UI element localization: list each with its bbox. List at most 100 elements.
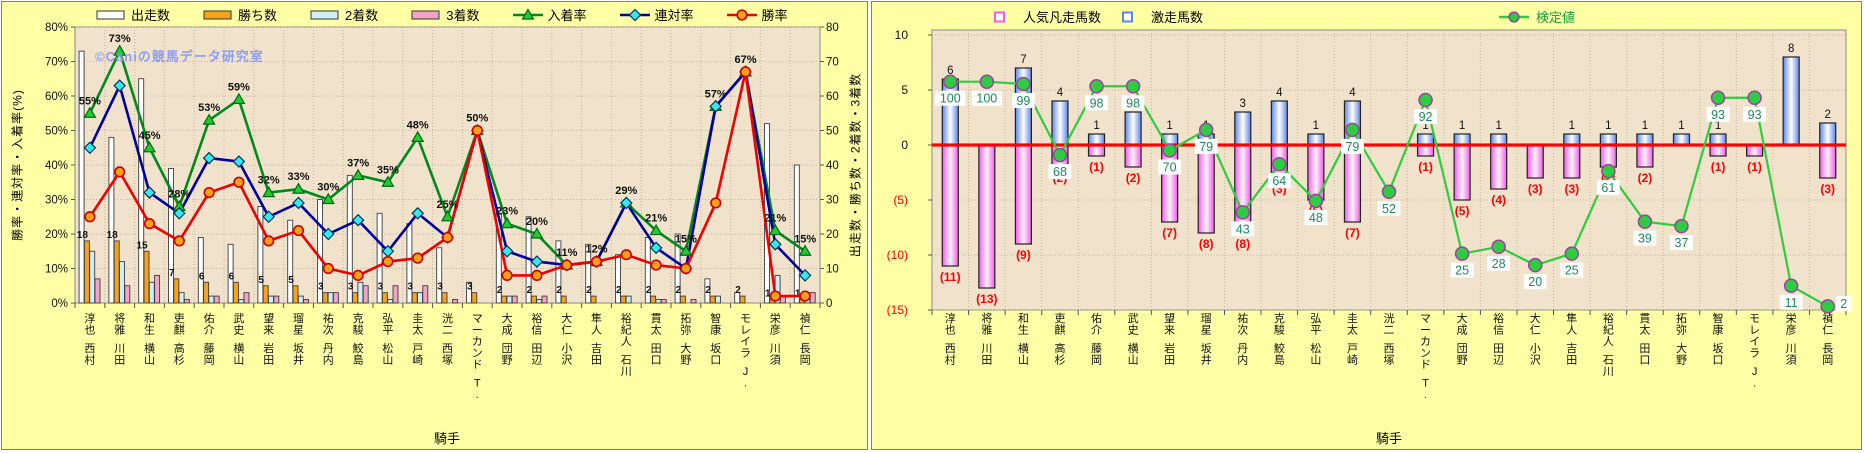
kentei-marker bbox=[1637, 214, 1653, 229]
bar-flop bbox=[978, 144, 996, 289]
jockey-family-char: 口 bbox=[1639, 355, 1650, 367]
wins-count-label: 3 bbox=[467, 282, 473, 293]
jockey-given-char: 裕 bbox=[531, 312, 542, 325]
jockey-family-char: 長 bbox=[800, 342, 811, 355]
jockey-family-char: T bbox=[1422, 378, 1429, 390]
win-rate-marker bbox=[620, 249, 632, 261]
jockey-family-char: 松 bbox=[382, 341, 393, 355]
bar-seconds bbox=[625, 295, 632, 304]
bar-starts bbox=[376, 212, 383, 304]
jockey-family-char: 鮫 bbox=[1274, 341, 1285, 355]
right-chart-y-tick: 0 bbox=[901, 138, 908, 152]
bar-thirds bbox=[213, 295, 220, 304]
win-rate-marker bbox=[590, 256, 603, 268]
show-rate-marker bbox=[798, 244, 812, 256]
bar-seconds bbox=[208, 295, 215, 304]
bar-wins bbox=[143, 250, 150, 304]
surge-count-label: 1 bbox=[1459, 120, 1465, 132]
rate-point-label: 12% bbox=[585, 244, 607, 256]
jockey-family-char: 井 bbox=[293, 353, 304, 367]
jockey-family-char: 大 bbox=[1676, 341, 1687, 355]
jockey-given-char: 康 bbox=[710, 323, 721, 337]
legend-item-連対率[interactable]: 連対率 bbox=[619, 5, 694, 24]
jockey-given-char: 二 bbox=[442, 325, 453, 337]
right-chart-y-tick: (15) bbox=[887, 303, 908, 317]
jockey-given-char: 隼 bbox=[1566, 311, 1577, 325]
quinella-rate-marker bbox=[83, 141, 97, 155]
bar-thirds bbox=[124, 285, 131, 304]
jockey-family-char: 小 bbox=[1530, 342, 1541, 355]
jockey-family-char: 西 bbox=[945, 343, 956, 355]
kentei-marker bbox=[1454, 246, 1470, 261]
legend-label: 人気凡走馬数 bbox=[1023, 10, 1102, 25]
legend-kentei[interactable]: 検定値 bbox=[1498, 7, 1575, 26]
legend-item-出走数[interactable]: 出走数 bbox=[95, 5, 170, 24]
bar-thirds bbox=[392, 285, 399, 304]
jockey-given-char: 成 bbox=[502, 324, 513, 337]
right-y-tick: 40 bbox=[826, 160, 839, 172]
kentei-value-label: 79 bbox=[1199, 140, 1213, 154]
win-rate-marker bbox=[382, 256, 394, 268]
legend-item-入着率[interactable]: 入着率 bbox=[512, 5, 587, 24]
kentei-label-chip bbox=[1706, 106, 1730, 122]
kentei-label-chip bbox=[1121, 95, 1145, 111]
jockey-family-char: 野 bbox=[1457, 354, 1468, 367]
kentei-marker bbox=[1235, 205, 1251, 220]
kentei-marker bbox=[1710, 90, 1726, 106]
jockey-given-char: 星 bbox=[293, 324, 304, 337]
rate-point-label: 45% bbox=[138, 130, 160, 142]
show-rate-marker bbox=[679, 244, 693, 256]
legend-line-marker-icon bbox=[1499, 10, 1529, 23]
bar-flop bbox=[1087, 144, 1106, 157]
bar-flop bbox=[1599, 144, 1617, 168]
legend-item-2着数[interactable]: 2着数 bbox=[309, 5, 378, 24]
rate-point-label: 57% bbox=[705, 88, 727, 100]
wins-count-label: 6 bbox=[229, 271, 235, 282]
kentei-value-label: 93 bbox=[1711, 108, 1725, 122]
jockey-family-char: 石 bbox=[1603, 355, 1614, 367]
legend-item-3着数[interactable]: 3着数 bbox=[410, 5, 480, 24]
bar-wins bbox=[590, 295, 597, 304]
legend-item-勝率[interactable]: 勝率 bbox=[726, 5, 788, 24]
jockey-given-char: 祐 bbox=[323, 312, 334, 325]
bar-wins bbox=[650, 295, 657, 304]
wins-count-label: 2 bbox=[497, 285, 503, 296]
jockey-given-char: 弘 bbox=[1310, 312, 1321, 325]
bar-surge bbox=[1234, 111, 1252, 146]
bar-seconds bbox=[655, 299, 662, 304]
legend-item-勝ち数[interactable]: 勝ち数 bbox=[202, 5, 277, 24]
jockey-given-char: レ bbox=[740, 325, 751, 337]
jockey-family-char: 山 bbox=[1018, 354, 1029, 367]
bar-wins bbox=[530, 295, 537, 304]
jockey-given-char: 人 bbox=[1603, 335, 1614, 348]
jockey-given-char: 平 bbox=[382, 325, 393, 337]
jockey-given-char: 吏 bbox=[1054, 312, 1065, 325]
legend-flop-horses[interactable]: 人気凡走馬数 bbox=[985, 7, 1101, 26]
jockey-given-char: マ bbox=[1420, 313, 1431, 325]
jockey-family-char: 村 bbox=[945, 353, 956, 367]
right-y-tick: 0 bbox=[826, 298, 832, 310]
legend-surge-horses[interactable]: 激走馬数 bbox=[1113, 7, 1203, 26]
kentei-label-chip bbox=[1450, 262, 1474, 278]
surge-count-label: 1 bbox=[1313, 120, 1319, 132]
bar-surge bbox=[1416, 133, 1435, 146]
jockey-family-char: T bbox=[474, 378, 481, 390]
bar-thirds bbox=[541, 295, 548, 304]
bar-thirds bbox=[809, 292, 816, 304]
legend-label: 連対率 bbox=[654, 8, 694, 23]
kentei-marker bbox=[1564, 246, 1580, 261]
quinella-rate-marker bbox=[619, 196, 633, 210]
zero-line bbox=[932, 143, 1846, 147]
bar-starts bbox=[227, 243, 234, 304]
surge-count-label: 1 bbox=[1495, 120, 1501, 132]
left-y-tick: 20% bbox=[45, 229, 68, 241]
